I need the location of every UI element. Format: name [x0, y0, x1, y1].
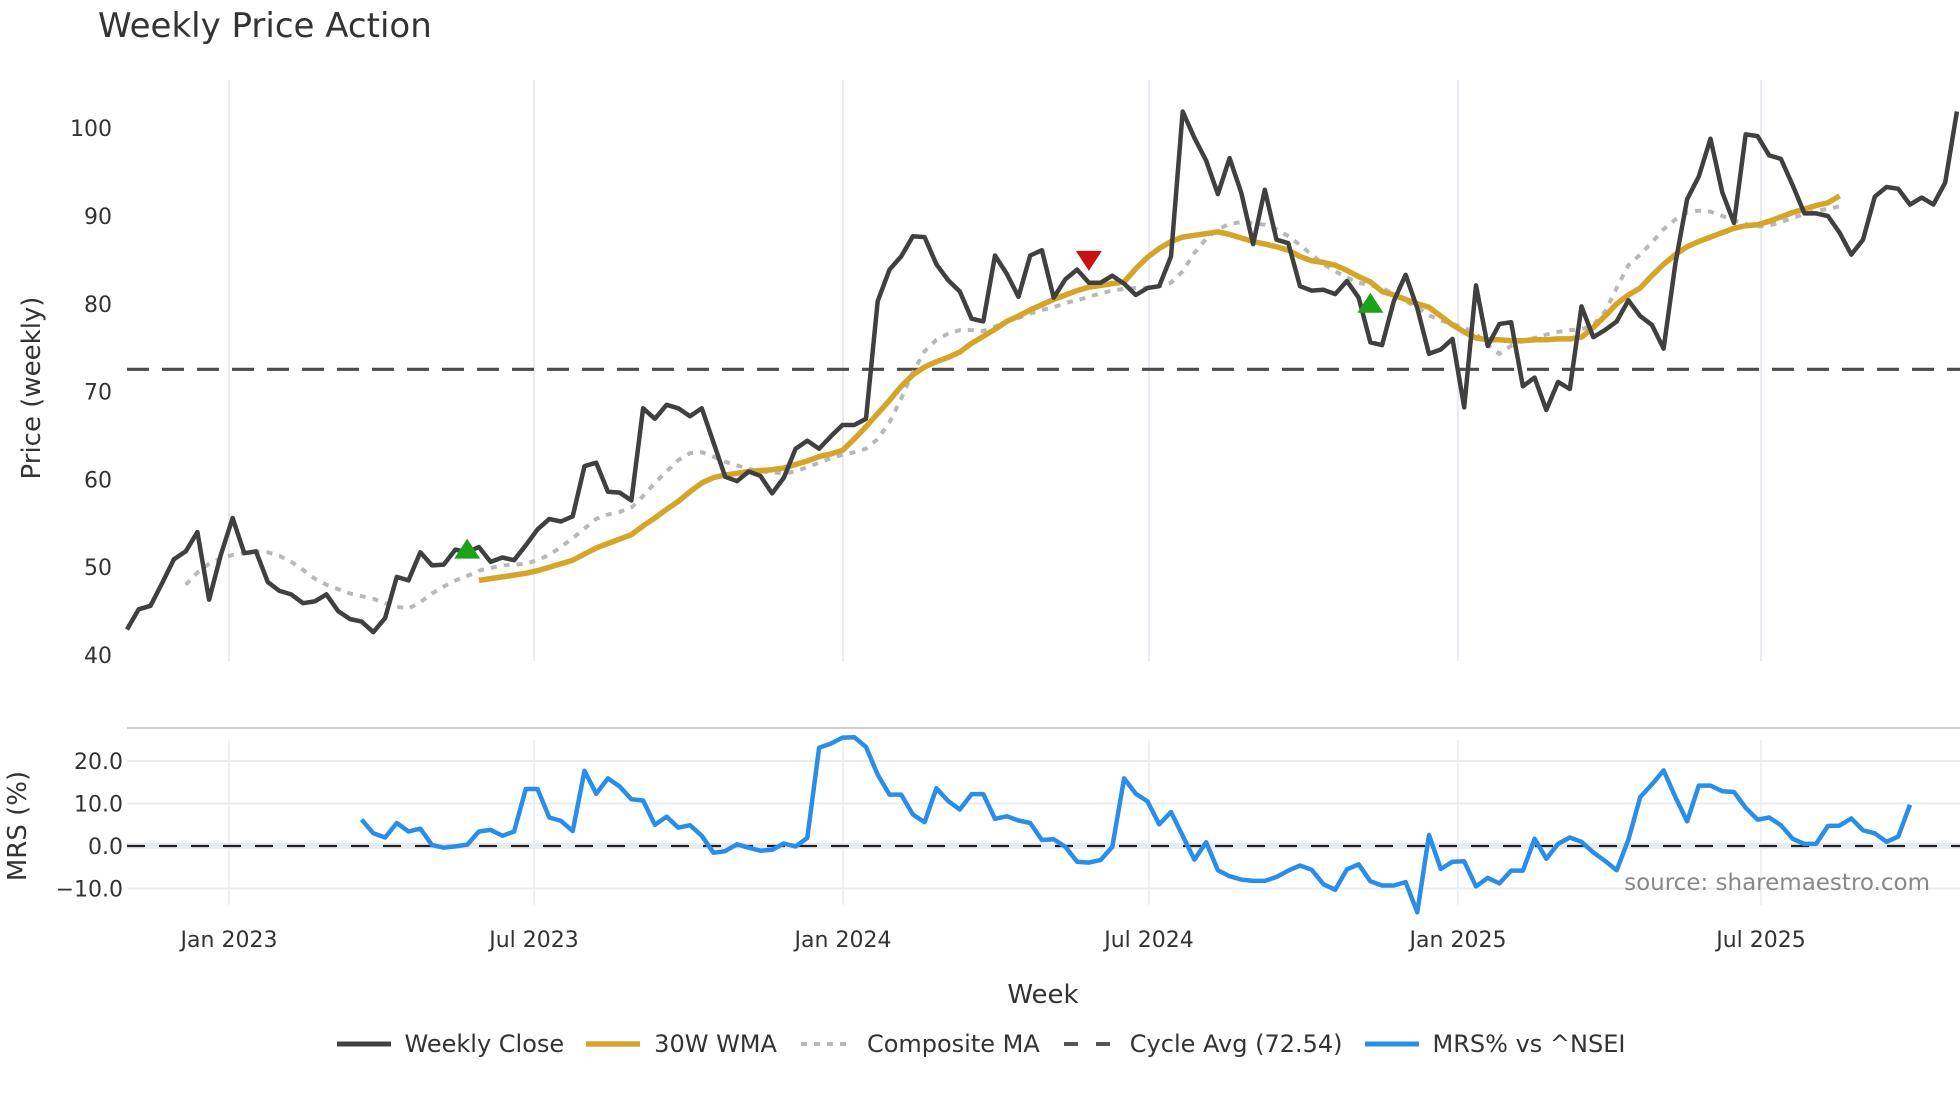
x-tick-label: Jan 2023 [179, 928, 278, 953]
chart-title: Weekly Price Action [98, 6, 432, 46]
source-watermark: source: sharemaestro.com [1624, 870, 1930, 896]
x-tick-label: Jan 2024 [793, 928, 892, 953]
mrs-y-axis-ticks: −10.0 0.0 10.0 20.0 [56, 750, 123, 903]
blue-line-icon [1364, 1041, 1419, 1047]
solid-line-icon [336, 1041, 391, 1047]
weekly-close-line [125, 109, 1960, 635]
y-tick-label: 10.0 [74, 793, 123, 818]
legend: Weekly Close 30W WMA Composite MA Cycle … [0, 1030, 1960, 1058]
y-tick-label: −10.0 [56, 878, 123, 903]
legend-item-wma[interactable]: 30W WMA [584, 1030, 777, 1058]
y-tick-label: 70 [84, 381, 112, 406]
mrs-line [359, 734, 1913, 915]
x-tick-label: Jan 2025 [1408, 928, 1507, 953]
x-tick-label: Jul 2024 [1102, 928, 1194, 953]
x-axis-ticks: Jan 2023 Jul 2023 Jan 2024 Jul 2024 Jan 2025… [179, 928, 1806, 953]
buy-signal-icon [454, 538, 481, 559]
legend-item-cycle-avg[interactable]: Cycle Avg (72.54) [1060, 1030, 1343, 1058]
legend-item-weekly-close[interactable]: Weekly Close [335, 1030, 565, 1058]
buy-signal-icon [1357, 292, 1384, 313]
x-axis-label: Week [1007, 980, 1078, 1010]
legend-item-composite-ma[interactable]: Composite MA [797, 1030, 1040, 1058]
legend-label: Composite MA [866, 1030, 1040, 1058]
dashed-line-icon [1063, 1042, 1116, 1046]
legend-label: Weekly Close [404, 1030, 565, 1058]
legend-label: Cycle Avg (72.54) [1129, 1030, 1343, 1058]
x-tick-label: Jul 2023 [487, 928, 579, 953]
legend-label: MRS% vs ^NSEI [1432, 1030, 1626, 1058]
y-tick-label: 50 [84, 556, 112, 581]
dotted-line-icon [800, 1042, 853, 1046]
y-tick-label: 60 [84, 468, 112, 493]
gold-line-icon [586, 1041, 641, 1047]
y-tick-label: 0.0 [88, 835, 123, 860]
wma-30w-line [478, 193, 1842, 584]
y-tick-label: 80 [84, 293, 112, 318]
price-y-axis-label: Price (weekly) [17, 297, 47, 480]
signal-markers [454, 250, 1384, 559]
y-tick-label: 90 [84, 205, 112, 230]
legend-item-mrs[interactable]: MRS% vs ^NSEI [1363, 1030, 1626, 1058]
composite-ma-line [184, 204, 1841, 611]
y-tick-label: 20.0 [74, 750, 123, 775]
y-tick-label: 40 [84, 644, 112, 669]
legend-label: 30W WMA [654, 1030, 777, 1058]
x-tick-label: Jul 2025 [1714, 928, 1806, 953]
sell-signal-icon [1075, 250, 1102, 271]
y-tick-label: 100 [70, 117, 112, 142]
price-y-axis-ticks: 40 50 60 70 80 90 100 [70, 117, 112, 669]
mrs-y-axis-label: MRS (%) [3, 771, 33, 881]
